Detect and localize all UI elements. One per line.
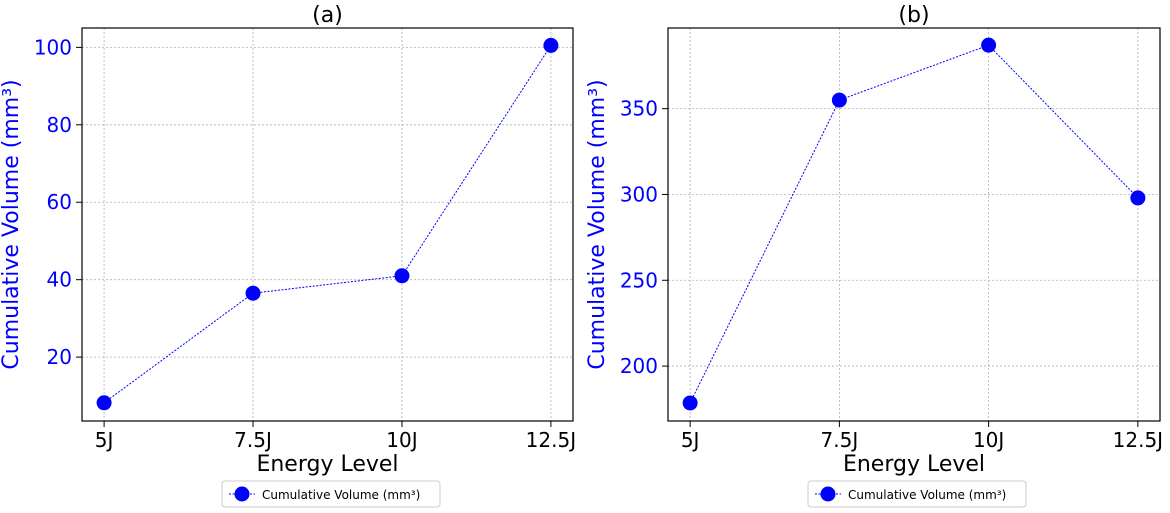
y-axis-label: Cumulative Volume (mm³) [0, 79, 24, 369]
series-line [689, 44, 1139, 404]
legend-box [807, 480, 1027, 508]
x-tick-label: 10J [973, 428, 1004, 452]
x-tick-label: 12.5J [1113, 428, 1163, 452]
y-tick-label: 350 [620, 97, 658, 121]
x-tick-label: 5J [95, 428, 114, 452]
x-tick-label: 12.5J [526, 428, 576, 452]
y-axis-label: Cumulative Volume (mm³) [585, 79, 610, 369]
x-tick-label: 10J [386, 428, 417, 452]
y-tick-label: 20 [47, 345, 72, 369]
x-axis-label: Energy Level [256, 452, 398, 477]
y-tick-label: 300 [620, 182, 658, 206]
y-tick-label: 80 [47, 113, 72, 137]
plot-frame [667, 27, 1161, 422]
plot-frame [81, 27, 574, 422]
series-line [103, 45, 552, 404]
legend-marker [234, 486, 250, 502]
chart-title: (a) [312, 3, 343, 28]
legend: Cumulative Volume (mm³) [807, 480, 1027, 508]
chart-title: (b) [898, 3, 929, 28]
chart-panel-a: 5J 7.5J 10J 12.5J 20 40 60 80 100 (a) Energy Level… [0, 3, 576, 508]
x-tick-label: 5J [681, 428, 700, 452]
data-point-5J [96, 395, 112, 411]
x-tick-label: 7.5J [234, 428, 272, 452]
legend-box [221, 480, 441, 508]
data-point-7-5J [831, 92, 847, 108]
y-tick-label: 60 [47, 190, 72, 214]
y-tick-label: 40 [47, 268, 72, 292]
data-point-7-5J [245, 285, 261, 301]
y-tick-label: 250 [620, 268, 658, 292]
data-point-12-5J [543, 37, 559, 53]
x-tick-label: 7.5J [821, 428, 859, 452]
chart-panel-b: 5J 7.5J 10J 12.5J 200 250 300 350 (b) Energy Leve… [585, 3, 1163, 508]
data-point-5J [682, 395, 698, 411]
data-point-12-5J [1130, 190, 1146, 206]
y-tick-label: 200 [620, 354, 658, 378]
legend-marker [820, 486, 836, 502]
data-point-10J [981, 37, 997, 53]
y-tick-label: 100 [34, 35, 72, 59]
x-axis-label: Energy Level [843, 452, 985, 477]
legend: Cumulative Volume (mm³) [221, 480, 441, 508]
legend-label: Cumulative Volume (mm³) [848, 488, 1006, 502]
legend-label: Cumulative Volume (mm³) [262, 488, 420, 502]
data-point-10J [394, 268, 410, 284]
